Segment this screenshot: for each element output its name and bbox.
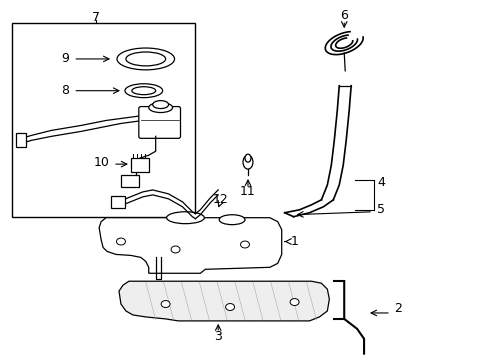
Bar — [121, 175, 139, 187]
Bar — [12, 23, 195, 217]
Bar — [16, 133, 26, 147]
Ellipse shape — [148, 103, 172, 113]
Ellipse shape — [244, 154, 250, 162]
Text: 9: 9 — [61, 53, 69, 66]
Ellipse shape — [116, 238, 125, 245]
Ellipse shape — [240, 241, 249, 248]
Polygon shape — [119, 281, 328, 321]
Ellipse shape — [171, 246, 180, 253]
Text: 12: 12 — [212, 193, 227, 206]
Text: 3: 3 — [214, 330, 222, 343]
Ellipse shape — [126, 52, 165, 66]
Text: 4: 4 — [376, 176, 384, 189]
Ellipse shape — [132, 87, 155, 95]
Polygon shape — [99, 218, 281, 273]
Text: 11: 11 — [240, 185, 255, 198]
Bar — [111, 196, 124, 208]
Bar — [131, 158, 148, 172]
Text: 5: 5 — [376, 203, 384, 216]
Ellipse shape — [152, 100, 168, 109]
Ellipse shape — [117, 48, 174, 70]
Text: 6: 6 — [340, 9, 347, 22]
Text: 10: 10 — [93, 156, 109, 168]
Ellipse shape — [161, 301, 170, 307]
Ellipse shape — [225, 303, 234, 310]
Ellipse shape — [289, 298, 299, 306]
Ellipse shape — [166, 212, 204, 224]
Text: 2: 2 — [393, 302, 401, 315]
Text: 1: 1 — [290, 235, 298, 248]
Ellipse shape — [243, 155, 252, 169]
Ellipse shape — [219, 215, 244, 225]
Ellipse shape — [124, 84, 163, 98]
Text: 7: 7 — [92, 11, 100, 24]
Text: 8: 8 — [61, 84, 69, 97]
FancyBboxPatch shape — [139, 107, 180, 138]
